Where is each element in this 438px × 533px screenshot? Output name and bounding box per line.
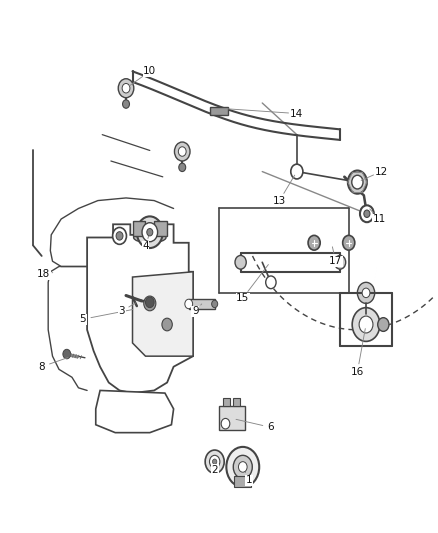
- Circle shape: [63, 349, 71, 359]
- Text: 5: 5: [79, 314, 86, 324]
- Circle shape: [178, 147, 186, 156]
- Polygon shape: [96, 391, 173, 433]
- Bar: [233, 398, 240, 406]
- Circle shape: [221, 418, 230, 429]
- Circle shape: [235, 255, 246, 269]
- Circle shape: [212, 459, 217, 464]
- Bar: [210, 107, 228, 115]
- Circle shape: [362, 288, 370, 297]
- Bar: [219, 406, 245, 430]
- Text: 3: 3: [118, 306, 125, 316]
- Text: 1: 1: [246, 475, 253, 485]
- Circle shape: [335, 255, 346, 269]
- Bar: [133, 221, 145, 236]
- Circle shape: [233, 455, 252, 479]
- Circle shape: [364, 210, 370, 217]
- Circle shape: [145, 297, 154, 308]
- Text: 6: 6: [268, 422, 274, 432]
- Bar: [154, 221, 167, 236]
- Circle shape: [123, 100, 130, 108]
- Text: 11: 11: [372, 214, 385, 224]
- Circle shape: [352, 175, 363, 189]
- Bar: [223, 398, 230, 406]
- Circle shape: [118, 79, 134, 98]
- Circle shape: [357, 282, 374, 303]
- Circle shape: [308, 236, 320, 250]
- Circle shape: [226, 447, 259, 487]
- Text: 14: 14: [290, 109, 304, 118]
- Text: 12: 12: [374, 166, 388, 176]
- Circle shape: [359, 316, 373, 333]
- Circle shape: [212, 300, 218, 308]
- Circle shape: [360, 205, 374, 222]
- Circle shape: [142, 223, 158, 241]
- Text: 13: 13: [273, 196, 286, 206]
- Text: 8: 8: [39, 362, 45, 372]
- Bar: [234, 477, 251, 487]
- Circle shape: [209, 455, 220, 468]
- Circle shape: [162, 318, 172, 331]
- Circle shape: [137, 216, 163, 248]
- Circle shape: [348, 171, 367, 193]
- Circle shape: [174, 142, 190, 161]
- Circle shape: [122, 84, 130, 93]
- Circle shape: [266, 276, 276, 289]
- Circle shape: [147, 229, 153, 236]
- Text: 2: 2: [212, 465, 218, 474]
- Circle shape: [116, 232, 123, 240]
- Circle shape: [205, 450, 224, 473]
- Text: 16: 16: [351, 367, 364, 377]
- Text: 17: 17: [329, 256, 343, 266]
- Text: 9: 9: [192, 306, 198, 316]
- Circle shape: [291, 164, 303, 179]
- Text: 10: 10: [143, 66, 156, 76]
- Circle shape: [144, 296, 156, 311]
- Text: 18: 18: [37, 269, 50, 279]
- Circle shape: [378, 318, 389, 332]
- Polygon shape: [87, 224, 193, 393]
- Circle shape: [113, 228, 127, 244]
- Circle shape: [238, 462, 247, 472]
- Ellipse shape: [134, 232, 166, 243]
- Bar: [189, 299, 215, 309]
- Polygon shape: [133, 272, 193, 356]
- Circle shape: [179, 163, 186, 172]
- Circle shape: [352, 308, 380, 342]
- Circle shape: [185, 299, 193, 309]
- Circle shape: [343, 236, 355, 250]
- Text: 15: 15: [236, 293, 249, 303]
- Text: 4: 4: [142, 241, 149, 252]
